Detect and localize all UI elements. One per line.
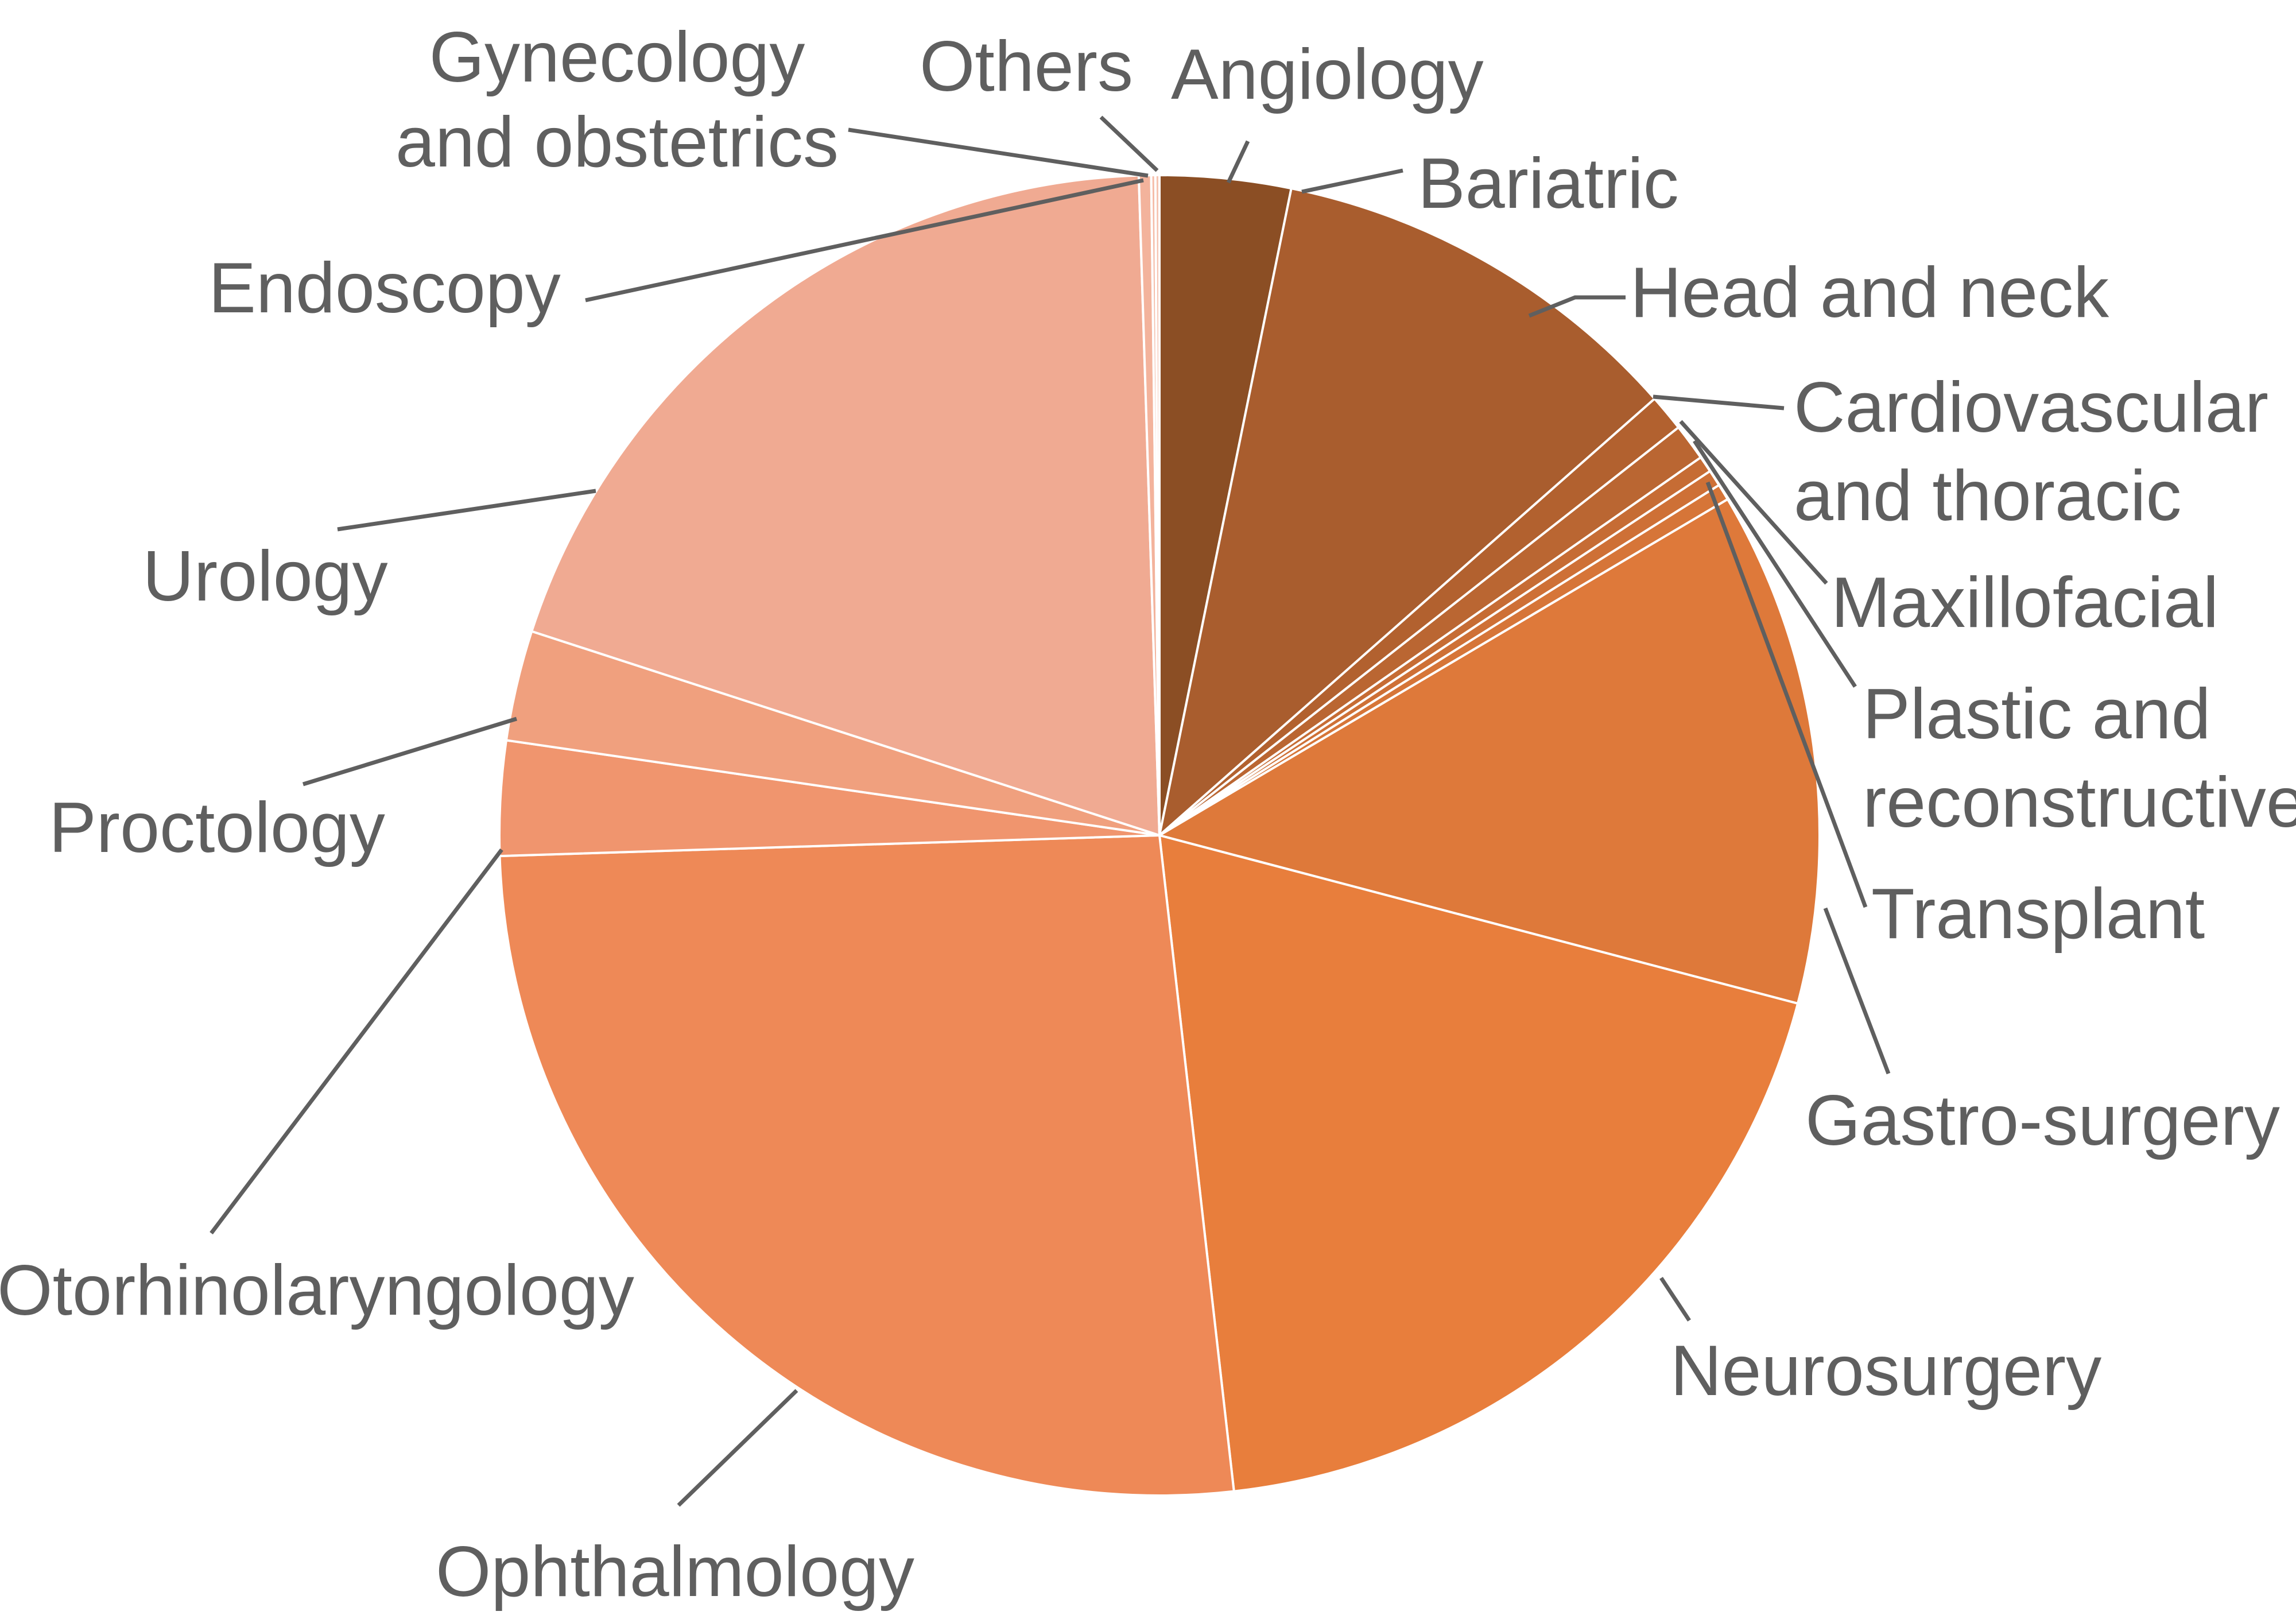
- pie-slice-others: [1154, 174, 1161, 836]
- slice-labels: Angiology Bariatric Head and neck Cardiovas…: [0, 18, 2296, 1612]
- leader-line-cardiovascular-and-thoracic: [1653, 394, 1785, 410]
- leader-line-proctology: [302, 716, 518, 787]
- leader-line-transplant: [1705, 481, 1868, 908]
- slice-label-maxillofacial: Maxillofacial: [1831, 563, 2219, 642]
- leader-line-neurosurgery: [1659, 1277, 1691, 1322]
- slice-label-endoscopy: Endoscopy: [208, 249, 561, 328]
- pie-slices: [498, 174, 1821, 1497]
- slice-label-otorhinolaryngology: Otorhinolaryngology: [0, 1251, 634, 1330]
- slice-label-gynecology-and-obstetrics-line-1: Gynecology: [429, 18, 805, 97]
- pie-slice-urology: [530, 174, 1161, 836]
- pie-slice-neurosurgery: [1158, 834, 1799, 1493]
- leader-line-otorhinolaryngology: [210, 848, 503, 1235]
- leader-line-bariatric: [1301, 168, 1403, 194]
- slice-label-neurosurgery: Neurosurgery: [1670, 1331, 2101, 1411]
- leader-line-endoscopy: [585, 178, 1144, 303]
- slice-label-plastic-and-reconstructive-line-2: reconstructive: [1863, 763, 2296, 842]
- leader-line-others: [1099, 115, 1159, 172]
- leader-line-gynecology-and-obstetrics: [848, 127, 1149, 178]
- slice-label-bariatric: Bariatric: [1418, 144, 1679, 223]
- slice-label-urology: Urology: [142, 537, 387, 616]
- leader-line-angiology: [1226, 140, 1250, 184]
- leader-lines: [210, 115, 1891, 1507]
- slice-label-others: Others: [920, 27, 1133, 106]
- leader-line-maxillofacial: [1679, 420, 1828, 585]
- slice-label-transplant: Transplant: [1871, 874, 2205, 954]
- pie-slice-gastro-surgery: [1158, 498, 1821, 1005]
- leader-line-plastic-and-reconstructive: [1693, 440, 1857, 688]
- slice-label-cardiovascular-and-thoracic-line-2: and thoracic: [1794, 456, 2182, 536]
- slice-label-cardiovascular-and-thoracic-line-1: Cardiovascular: [1794, 368, 2268, 447]
- pie-slice-ophthalmology: [498, 834, 1235, 1497]
- leader-line-gastro-surgery: [1823, 907, 1891, 1075]
- slice-label-proctology: Proctology: [49, 788, 385, 867]
- leader-line-urology: [337, 489, 596, 532]
- slice-label-head-and-neck: Head and neck: [1630, 253, 2109, 332]
- slice-label-ophthalmology: Ophthalmology: [436, 1532, 914, 1612]
- pie-slice-bariatric: [1158, 187, 1656, 836]
- leader-line-ophthalmology: [677, 1389, 798, 1507]
- slice-label-angiology: Angiology: [1171, 35, 1484, 114]
- leader-line-head-and-neck: [1528, 295, 1626, 318]
- slice-label-plastic-and-reconstructive-line-1: Plastic and: [1863, 675, 2211, 754]
- slice-label-gastro-surgery: Gastro-surgery: [1805, 1081, 2280, 1160]
- slice-label-gynecology-and-obstetrics-line-2: and obstetrics: [395, 103, 839, 182]
